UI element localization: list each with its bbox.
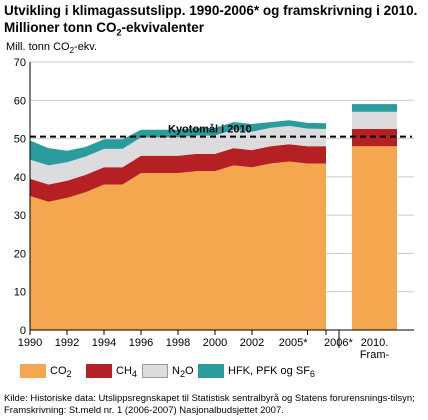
x-tick-label-1996: 1996 (129, 337, 153, 349)
y-axis-unit-label: Mill. tonn CO2-ekv. (6, 41, 97, 55)
x-tick-label-1990: 1990 (18, 337, 42, 349)
legend-label-co2: CO (50, 365, 67, 377)
legend-label-hfk-sub: 6 (309, 369, 316, 380)
legend-swatch-co2 (20, 364, 46, 378)
area-series-3 (30, 120, 326, 166)
legend-item-ch4: CH4 (86, 364, 137, 380)
area-series-0 (30, 161, 326, 330)
title-line-2-post: -ekvivalenter (121, 20, 205, 35)
legend-item-n2o: N2O (142, 364, 194, 380)
x-tick-label-1992: 1992 (55, 337, 79, 349)
projection-label-line-2: Fram- (360, 349, 390, 360)
chart-title: Utvikling i klimagassutslipp. 1990-2006*… (4, 2, 424, 42)
x-tick-label-1998: 1998 (166, 337, 190, 349)
legend-label-n2o: N (172, 365, 180, 377)
projection-segment-0 (352, 146, 397, 330)
projection-bar (352, 104, 397, 330)
title-line-2-sub: 2 (116, 27, 122, 38)
legend-swatch-ch4 (86, 364, 112, 378)
source-note: Kilde: Historiske data: Utslippsregnskap… (4, 393, 415, 416)
legend-label-n2o-post: O (185, 365, 194, 377)
projection-label-line-1: 2010. (361, 337, 389, 349)
legend-swatch-hfk (198, 364, 224, 378)
legend-label-co2-sub: 2 (66, 369, 72, 380)
x-tick-label-2000: 2000 (203, 337, 227, 349)
legend-item-hfk: HFK, PFK og SF6 (198, 364, 316, 380)
y-tick-label-30: 30 (14, 210, 26, 222)
unit-pre: Mill. tonn CO (6, 41, 70, 53)
y-tick-label-0: 0 (20, 325, 26, 337)
stacked-areas (30, 120, 326, 330)
unit-sub: 2 (70, 46, 75, 55)
y-tick-label-70: 70 (14, 57, 26, 69)
title-line-2: Millioner tonn CO2-ekvivalenter (4, 19, 424, 42)
unit-post: -ekv. (74, 41, 97, 53)
area-series-1 (30, 144, 326, 202)
title-line-2-text: Millioner tonn CO (4, 20, 117, 35)
projection-segment-2 (352, 111, 397, 129)
x-tick-label-1994: 1994 (92, 337, 116, 349)
legend-label-ch4-sub: 4 (131, 369, 137, 380)
axes: 0 10 20 30 40 50 60 70 1990 1992 1994 1996 1998 2000 2… (14, 57, 414, 360)
x-tick-label-2006: 2006* (324, 337, 353, 349)
legend-label-ch4: CH (116, 365, 132, 377)
legend-label-hfk: HFK, PFK og SF (228, 365, 310, 377)
reference-line-label: Kyotomål i 2010 (168, 124, 252, 136)
y-tick-label-40: 40 (14, 172, 26, 184)
y-tick-label-20: 20 (14, 248, 26, 260)
legend: CO2 CH4 N2O HFK, PFK og SF6 (20, 360, 420, 382)
y-tick-label-50: 50 (14, 134, 26, 146)
y-tick-label-60: 60 (14, 95, 26, 107)
x-tick-label-2002: 2002 (240, 337, 264, 349)
title-line-1: Utvikling i klimagassutslipp. 1990-2006*… (4, 3, 418, 18)
area-series-2 (30, 125, 326, 185)
legend-swatch-n2o (142, 364, 168, 378)
reference-line-group: Kyotomål i 2010 (30, 124, 412, 138)
chart-canvas: Mill. tonn CO2-ekv. Kyotomål i 2010 0 10 2… (6, 41, 414, 360)
y-tick-label-10: 10 (14, 287, 26, 299)
x-tick-label-2005: 2005* (279, 337, 308, 349)
legend-label-n2o-sub: 2 (179, 369, 186, 380)
legend-item-co2: CO2 (20, 364, 72, 380)
projection-segment-3 (352, 104, 397, 112)
